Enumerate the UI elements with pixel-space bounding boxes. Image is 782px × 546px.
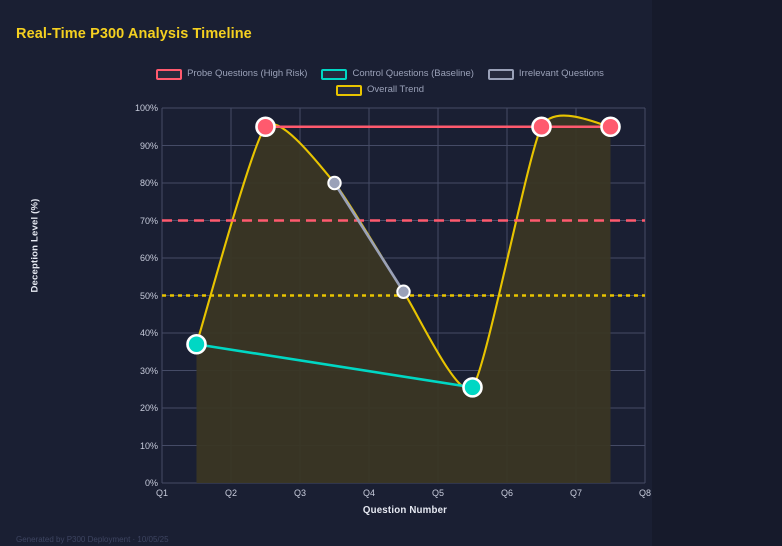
legend-label: Probe Questions (High Risk) [187, 68, 308, 79]
series-line-control-questions-baseline [195, 342, 474, 389]
legend-label: Overall Trend [366, 84, 425, 95]
chart-legend: Probe Questions (High Risk) Control Quest… [120, 68, 640, 96]
y-axis-tick-label: 30% [139, 365, 158, 376]
y-axis-tick-label: 90% [139, 140, 158, 151]
page-title: Real-Time P300 Analysis Timeline [16, 26, 252, 42]
legend-item[interactable]: Control Questions (Baseline) [321, 68, 474, 80]
legend-item[interactable]: Irrelevant Questions [487, 68, 604, 80]
trend-fill-area [196, 115, 611, 483]
data-point-marker[interactable] [396, 284, 411, 299]
x-axis-tick-label: Q2 [224, 488, 237, 498]
marker-dot[interactable] [600, 116, 621, 138]
series-line-irrelevant-questions [333, 181, 405, 294]
legend-row: Overall Trend [120, 84, 640, 96]
x-axis-tick-label: Q8 [638, 488, 651, 498]
y-axis-tick-label: 100% [134, 103, 158, 113]
legend-label: Control Questions (Baseline) [352, 68, 474, 79]
y-axis-tick-label: 60% [139, 253, 158, 263]
plot-area: Deception Level (%) Question Number 0% 10… [30, 0, 652, 546]
data-point-marker[interactable] [186, 333, 207, 355]
marker-dot[interactable] [255, 116, 276, 138]
legend-swatch-icon [321, 68, 348, 80]
legend-item[interactable]: Probe Questions (High Risk) [156, 68, 307, 80]
x-axis-tick-label: Q3 [293, 488, 306, 498]
data-point-marker[interactable] [255, 116, 276, 138]
data-point-marker[interactable] [600, 116, 621, 138]
data-point-marker[interactable] [327, 175, 342, 191]
x-axis-tick-label: Q4 [362, 488, 375, 498]
marker-dot[interactable] [396, 284, 411, 299]
x-axis-title: Question Number [362, 505, 448, 516]
marker-dot[interactable] [462, 377, 483, 398]
x-axis-tick-label: Q7 [569, 488, 582, 498]
x-axis-tick-label: Q6 [500, 488, 513, 498]
y-axis-tick-label: 70% [139, 215, 158, 226]
legend-swatch-icon [335, 84, 362, 96]
legend-label: Irrelevant Questions [518, 68, 604, 79]
y-axis-tick-label: 20% [139, 403, 158, 413]
marker-dot[interactable] [327, 175, 342, 191]
x-axis-tick-label: Q1 [155, 488, 168, 498]
data-point-marker[interactable] [462, 377, 483, 398]
chart-card: Real-Time P300 Analysis Timeline Probe Q… [16, 0, 652, 546]
y-axis-tick-label: 10% [139, 440, 158, 451]
y-tick-labels: 0% 10% 20% 30% 40% 50% 60% 70% 80% 90% 100% [118, 0, 158, 546]
y-axis-tick-label: 80% [139, 178, 158, 188]
marker-dot[interactable] [531, 116, 552, 138]
legend-item[interactable]: Overall Trend [335, 84, 425, 96]
plot-svg [161, 107, 646, 484]
y-axis-tick-label: 0% [144, 478, 158, 488]
marker-dot[interactable] [186, 333, 207, 355]
footer-note: Generated by P300 Deployment · 10/05/25 [16, 535, 169, 544]
y-axis-tick-label: 40% [139, 328, 158, 338]
x-axis-tick-label: Q5 [431, 488, 444, 498]
legend-swatch-icon [156, 68, 183, 80]
y-axis-tick-label: 50% [139, 290, 158, 301]
data-point-marker[interactable] [531, 116, 552, 138]
legend-swatch-icon [487, 68, 514, 80]
